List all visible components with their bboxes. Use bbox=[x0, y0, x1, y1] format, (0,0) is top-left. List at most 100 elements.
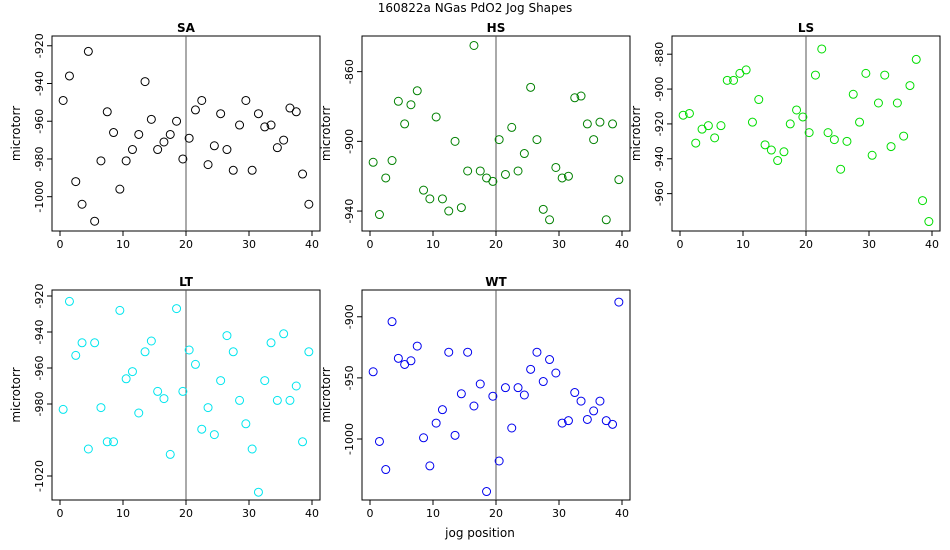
data-point bbox=[911, 54, 921, 64]
data-point bbox=[576, 396, 586, 406]
data-point bbox=[773, 156, 783, 166]
x-tick-label: 20 bbox=[489, 507, 503, 520]
panel-sa: SA 0 10 20 30 40 -920 -940 -960 -980 -1000 microtor… bbox=[9, 21, 321, 251]
x-tick-label: 0 bbox=[367, 238, 374, 251]
data-point bbox=[810, 70, 820, 80]
data-point bbox=[109, 128, 119, 138]
data-point bbox=[247, 165, 257, 175]
data-point bbox=[526, 364, 536, 374]
data-point bbox=[140, 347, 150, 357]
panel-title: SA bbox=[177, 21, 196, 35]
data-point bbox=[184, 345, 194, 355]
data-point bbox=[488, 391, 498, 401]
figure-xlabel: jog position bbox=[444, 526, 515, 540]
data-point bbox=[253, 109, 263, 119]
x-tick-label: 0 bbox=[677, 238, 684, 251]
y-axis-label: microtorr bbox=[9, 367, 23, 422]
panel-title: LS bbox=[798, 21, 814, 35]
data-point bbox=[563, 171, 573, 181]
data-point bbox=[216, 109, 226, 119]
data-point bbox=[684, 108, 694, 118]
data-point bbox=[228, 165, 238, 175]
data-point bbox=[444, 206, 454, 216]
data-point bbox=[450, 430, 460, 440]
data-point bbox=[608, 419, 618, 429]
data-point bbox=[450, 136, 460, 146]
data-point bbox=[855, 117, 865, 127]
data-point bbox=[703, 121, 713, 131]
data-point bbox=[222, 331, 232, 341]
panel-title: WT bbox=[485, 275, 507, 289]
x-tick-label: 40 bbox=[615, 238, 629, 251]
data-point bbox=[209, 430, 219, 440]
data-point bbox=[500, 169, 510, 179]
x-tick-label: 20 bbox=[489, 238, 503, 251]
data-point bbox=[406, 356, 416, 366]
data-point bbox=[90, 338, 100, 348]
x-tick-label: 40 bbox=[925, 238, 939, 251]
x-tick-label: 0 bbox=[57, 238, 64, 251]
data-point bbox=[691, 138, 701, 148]
y-tick-label: -1020 bbox=[33, 460, 46, 492]
y-tick-label: -900 bbox=[343, 129, 356, 154]
data-point bbox=[747, 117, 757, 127]
data-point bbox=[892, 98, 902, 108]
x-tick-label: 40 bbox=[615, 507, 629, 520]
y-tick-label: -1000 bbox=[33, 181, 46, 213]
data-point bbox=[532, 135, 542, 145]
data-point bbox=[456, 203, 466, 213]
panel-title: HS bbox=[487, 21, 506, 35]
data-point bbox=[197, 424, 207, 434]
y-tick-label: -880 bbox=[653, 42, 666, 67]
data-point bbox=[115, 305, 125, 315]
data-point bbox=[115, 184, 125, 194]
data-point bbox=[71, 350, 81, 360]
data-point bbox=[545, 355, 555, 365]
data-point bbox=[551, 368, 561, 378]
y-axis-label: microtorr bbox=[629, 106, 643, 161]
data-point bbox=[829, 135, 839, 145]
data-point bbox=[507, 122, 517, 132]
data-point bbox=[463, 166, 473, 176]
data-point bbox=[563, 416, 573, 426]
y-tick-label: -980 bbox=[33, 146, 46, 171]
y-tick-label: -940 bbox=[653, 146, 666, 171]
data-point bbox=[431, 112, 441, 122]
data-point bbox=[146, 114, 156, 124]
y-tick-label: -920 bbox=[33, 33, 46, 58]
data-point bbox=[291, 381, 301, 391]
data-point bbox=[741, 65, 751, 75]
data-point bbox=[374, 210, 384, 220]
data-point bbox=[272, 143, 282, 153]
data-point bbox=[266, 120, 276, 130]
data-point bbox=[159, 394, 169, 404]
data-point bbox=[513, 383, 523, 393]
data-point bbox=[64, 296, 74, 306]
data-point bbox=[178, 154, 188, 164]
y-axis-label: microtorr bbox=[319, 367, 333, 422]
data-point bbox=[557, 173, 567, 183]
data-point bbox=[298, 169, 308, 179]
y-tick-label: -920 bbox=[653, 111, 666, 136]
data-point bbox=[172, 116, 182, 126]
data-point bbox=[475, 379, 485, 389]
data-point bbox=[190, 359, 200, 369]
x-tick-label: 30 bbox=[242, 507, 256, 520]
data-point bbox=[482, 487, 492, 497]
data-point bbox=[716, 121, 726, 131]
data-point bbox=[861, 68, 871, 78]
x-tick-label: 10 bbox=[116, 507, 130, 520]
data-point bbox=[102, 437, 112, 447]
data-point bbox=[475, 166, 485, 176]
data-point bbox=[216, 376, 226, 386]
figure-title: 160822a NGas PdO2 Jog Shapes bbox=[378, 1, 573, 15]
data-point bbox=[425, 194, 435, 204]
data-point bbox=[102, 107, 112, 117]
data-point bbox=[64, 71, 74, 81]
data-point bbox=[614, 297, 624, 307]
data-point bbox=[500, 383, 510, 393]
y-tick-label: -900 bbox=[653, 77, 666, 102]
data-point bbox=[71, 177, 81, 187]
